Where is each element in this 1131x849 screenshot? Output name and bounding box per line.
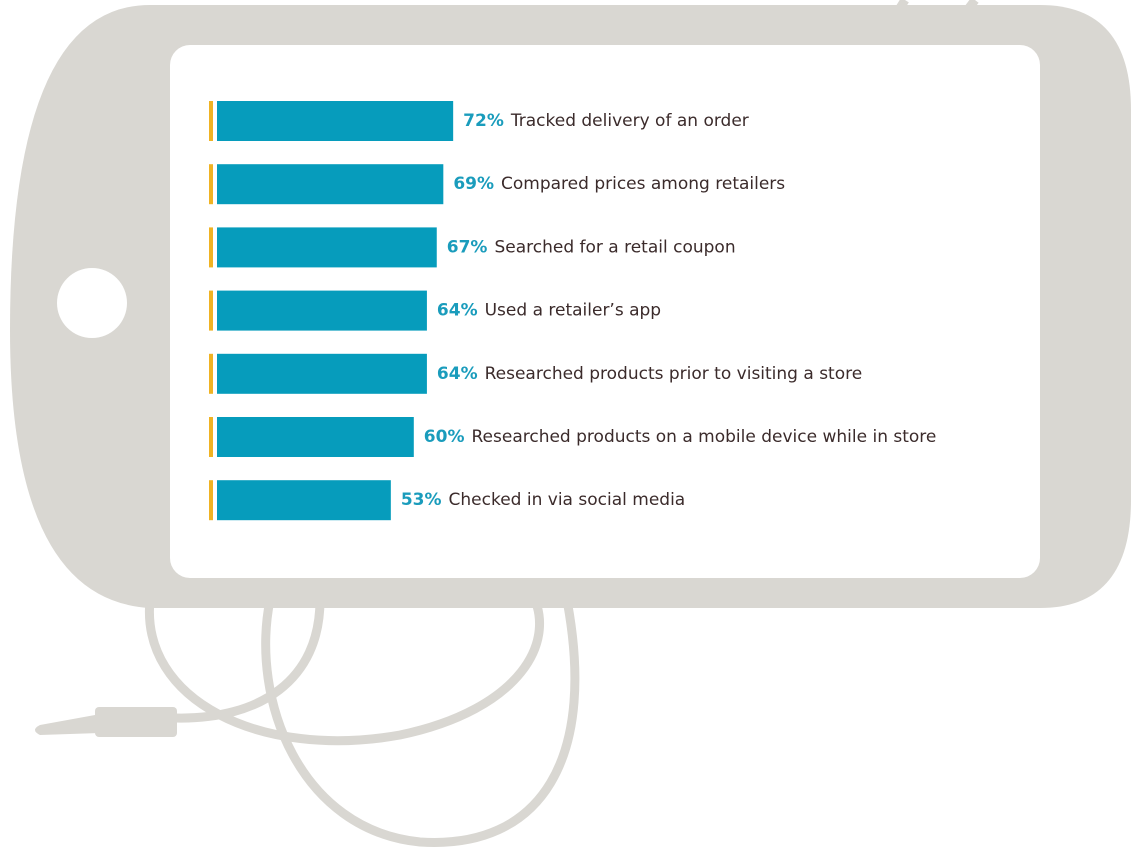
bar	[217, 480, 391, 521]
bar	[217, 101, 454, 141]
bar	[217, 353, 427, 394]
category-label: Searched for a retail coupon	[494, 237, 735, 257]
bar	[217, 227, 437, 268]
category-label: Researched products on a mobile device w…	[472, 427, 937, 447]
category-label: Researched products prior to visiting a …	[485, 364, 863, 384]
bar-label: 67% Searched for a retail coupon	[447, 237, 736, 257]
bar	[217, 417, 414, 457]
bar-label: 60% Researched products on a mobile devic…	[424, 427, 937, 447]
category-label: Compared prices among retailers	[501, 174, 785, 194]
category-label: Checked in via social media	[449, 490, 686, 510]
home-button	[57, 268, 127, 338]
bar-label: 64% Researched products prior to visiting…	[437, 364, 862, 384]
accent-tick	[209, 227, 213, 268]
plug	[95, 707, 177, 737]
value-label: 60%	[424, 427, 465, 447]
accent-tick	[209, 480, 213, 521]
plot: 72% Tracked delivery of an order 69% Compar…	[209, 101, 937, 521]
bar-label: 72% Tracked delivery of an order	[463, 111, 749, 131]
value-label: 72%	[463, 111, 504, 131]
accent-tick	[209, 101, 213, 141]
bar-label: 64% Used a retailer’s app	[437, 301, 661, 321]
bar	[217, 164, 444, 205]
plug-tip	[35, 715, 100, 735]
accent-tick	[209, 164, 213, 205]
value-label: 69%	[453, 174, 494, 194]
bar-label: 53% Checked in via social media	[401, 490, 685, 510]
category-label: Tracked delivery of an order	[510, 111, 749, 131]
value-label: 64%	[437, 364, 478, 384]
bar	[217, 290, 427, 331]
accent-tick	[209, 417, 213, 457]
value-label: 53%	[401, 490, 442, 510]
category-label: Used a retailer’s app	[485, 301, 662, 321]
value-label: 67%	[447, 237, 488, 257]
accent-tick	[209, 290, 213, 331]
accent-tick	[209, 353, 213, 394]
bar-label: 69% Compared prices among retailers	[453, 174, 785, 194]
value-label: 64%	[437, 301, 478, 321]
